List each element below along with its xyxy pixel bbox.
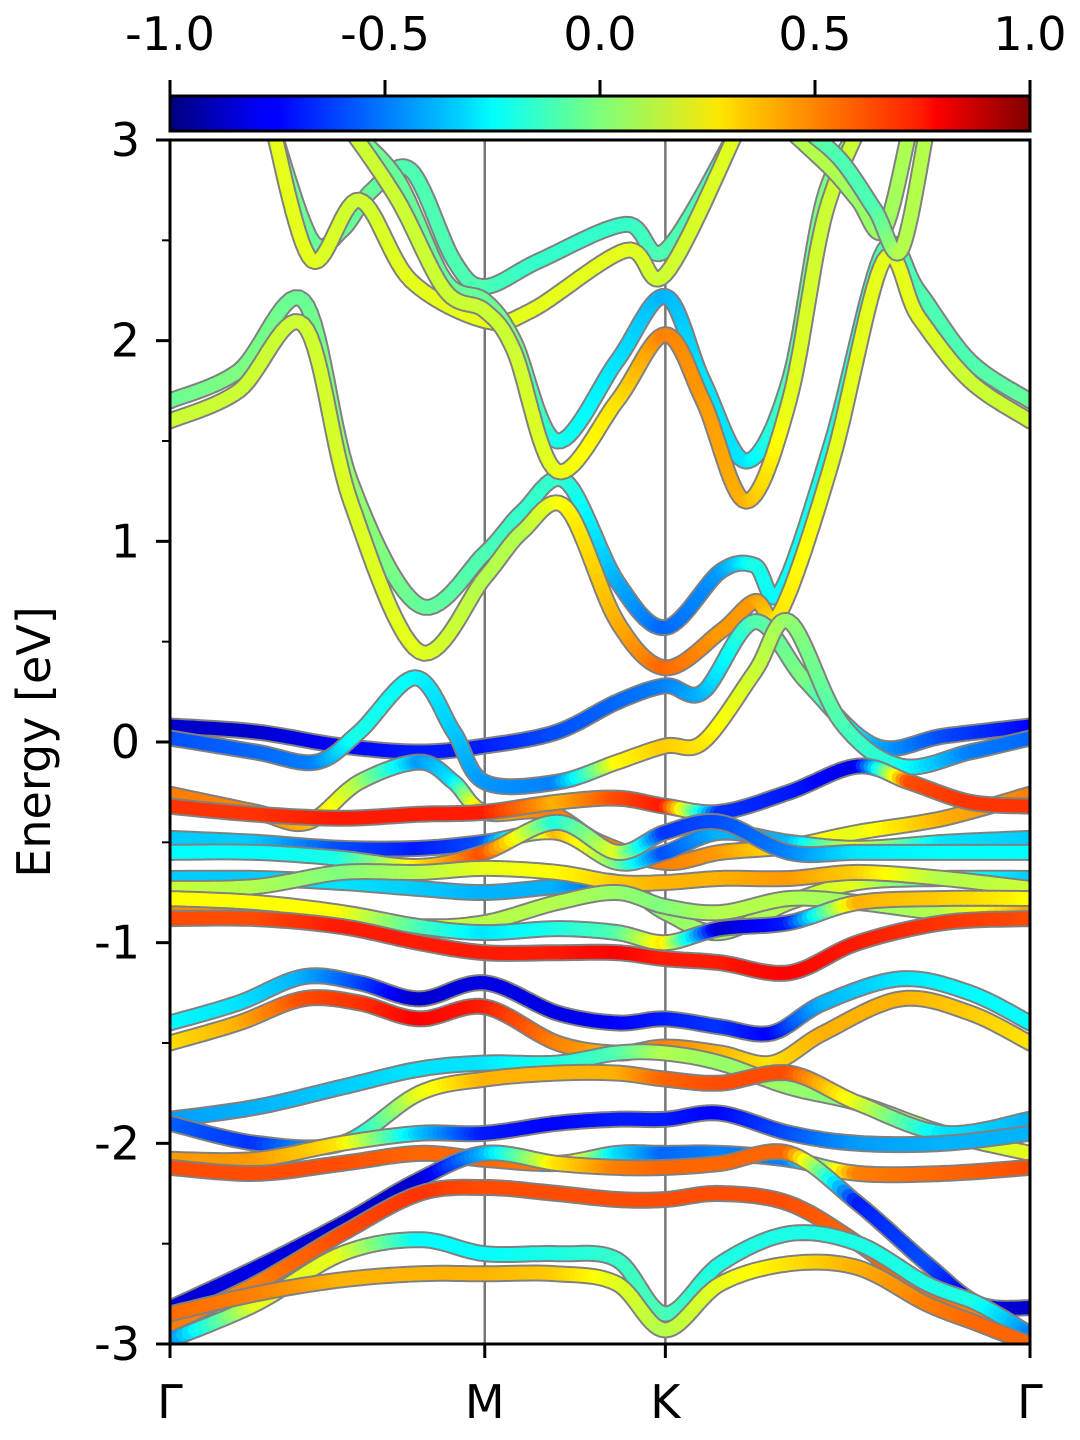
band-segment (808, 140, 819, 143)
colorbar-ticks (168, 80, 1032, 96)
colorbar-tick-label: 0.5 (778, 7, 851, 61)
band-segment (850, 140, 860, 142)
band (170, 613, 1030, 761)
colorbar-tick-label: -1.0 (125, 7, 215, 61)
band (170, 1224, 1030, 1344)
bands (170, 140, 1030, 1344)
band (170, 1104, 1030, 1170)
band (170, 757, 1030, 827)
band-segment (849, 140, 861, 144)
band (170, 967, 1030, 1043)
band (170, 889, 1030, 952)
band (170, 1253, 1030, 1344)
colorbar-tick-label: 1.0 (993, 7, 1066, 61)
band (170, 612, 1030, 796)
colorbar-gradient (168, 94, 1032, 133)
band (170, 246, 1030, 677)
colorbar-tick-labels: -1.0 -0.5 0.0 0.5 1.0 (125, 7, 1066, 61)
band-segment (846, 140, 860, 145)
band-segment (351, 140, 364, 143)
colorbar: -1.0 -0.5 0.0 0.5 1.0 (125, 7, 1067, 133)
colorbar-tick-label: -0.5 (340, 7, 430, 61)
band (170, 1143, 1030, 1317)
band-segment (808, 140, 823, 145)
colorbar-tick-label: 0.0 (563, 7, 636, 61)
band (347, 140, 863, 510)
band-segment (790, 140, 806, 146)
band-segment (790, 140, 802, 143)
band-segment (349, 140, 361, 143)
band-segment (808, 140, 815, 141)
band (170, 909, 1030, 982)
band (170, 859, 1030, 897)
